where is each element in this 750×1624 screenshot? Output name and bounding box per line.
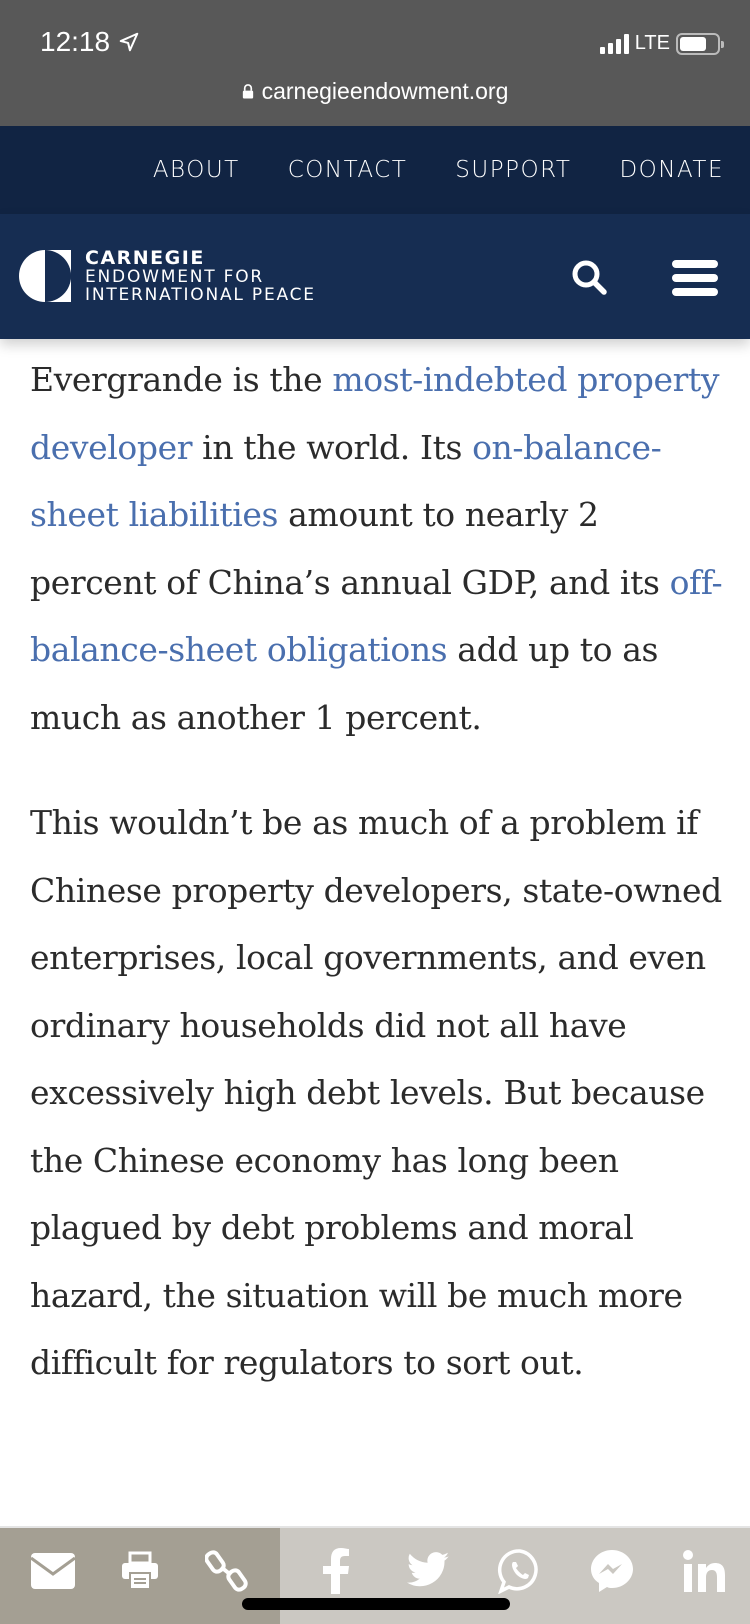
lock-icon [242, 84, 253, 99]
paragraph-2: This wouldn’t be as much of a problem if… [30, 803, 722, 1382]
search-icon [572, 260, 607, 295]
whatsapp-icon[interactable] [497, 1548, 543, 1594]
twitter-icon[interactable] [405, 1548, 451, 1594]
hamburger-menu-icon[interactable] [672, 260, 718, 296]
link-icon[interactable] [204, 1548, 250, 1594]
url-text: carnegieendowment.org [261, 78, 509, 104]
print-icon[interactable] [117, 1548, 163, 1594]
paragraph-1: Evergrande is the most-indebted property… [30, 360, 723, 737]
nav-about[interactable]: ABOUT [152, 157, 240, 183]
network-type: LTE [634, 32, 670, 54]
logo-line-3: INTERNATIONAL PEACE [85, 284, 316, 305]
messenger-icon[interactable] [589, 1548, 635, 1594]
share-utilities [0, 1528, 280, 1624]
site-logo[interactable]: CARNEGIE ENDOWMENT FOR INTERNATIONAL PEA… [17, 248, 316, 304]
location-arrow-icon [119, 32, 139, 52]
link-on-balance-sheet-liabilities[interactable]: on-balance-sheet liabilities [30, 427, 662, 535]
carnegie-logo-icon [19, 250, 71, 302]
facebook-icon[interactable] [313, 1548, 359, 1594]
nav-support[interactable]: SUPPORT [455, 157, 572, 183]
nav-donate[interactable]: DONATE [619, 157, 724, 183]
nav-contact[interactable]: CONTACT [287, 157, 408, 183]
email-icon[interactable] [30, 1548, 77, 1594]
status-time: 12:18 [40, 26, 140, 58]
battery-icon [676, 32, 724, 55]
article-body: Evergrande is the most-indebted property… [30, 346, 730, 1435]
url-bar[interactable]: carnegieendowment.org [0, 78, 750, 105]
cellular-signal-icon [599, 33, 629, 54]
site-header: CARNEGIE ENDOWMENT FOR INTERNATIONAL PEA… [0, 214, 750, 339]
link-most-indebted-developer[interactable]: most-indebted property developer [30, 360, 720, 467]
status-indicators: LTE [599, 32, 724, 55]
home-indicator [242, 1598, 510, 1610]
time-label: 12:18 [40, 26, 111, 57]
logo-line-2: ENDOWMENT FOR [85, 266, 265, 287]
link-off-balance-sheet-obligations[interactable]: off-balance-sheet obligations [30, 562, 723, 670]
linkedin-icon[interactable] [681, 1548, 727, 1594]
logo-wordmark: CARNEGIE ENDOWMENT FOR INTERNATIONAL PEA… [85, 246, 316, 305]
search-button[interactable] [570, 258, 610, 298]
top-nav: ABOUT CONTACT SUPPORT DONATE [0, 126, 750, 214]
logo-line-1: CARNEGIE [85, 246, 205, 269]
browser-chrome: 12:18 LTE carnegieendowment.org [0, 0, 750, 126]
